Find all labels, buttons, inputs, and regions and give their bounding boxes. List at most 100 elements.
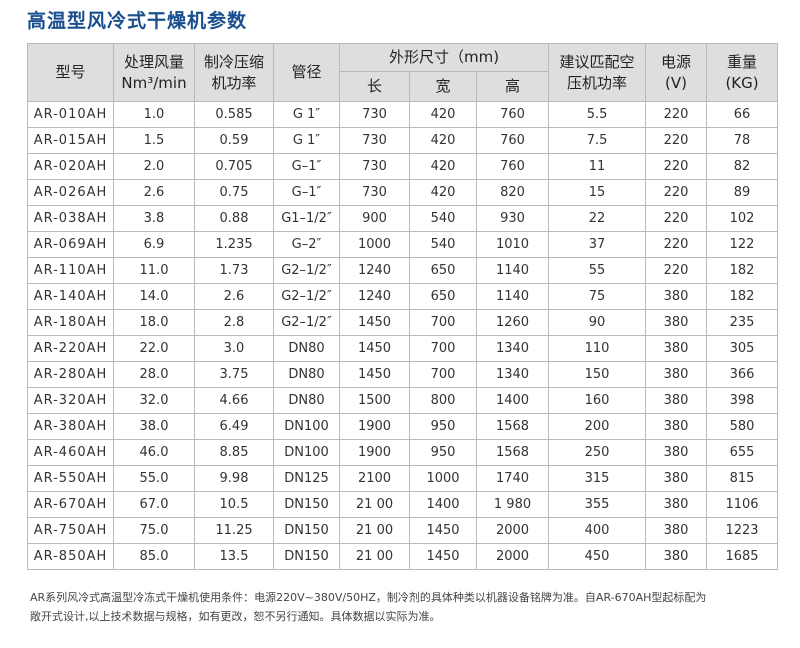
table-cell: 1106 bbox=[706, 491, 779, 518]
table-cell: 55.0 bbox=[113, 465, 195, 492]
table-cell: 235 bbox=[706, 309, 779, 336]
table-cell: 32.0 bbox=[113, 387, 195, 414]
table-row: AR-180AH 18.0 2.8 G2–1/2″ 1450 700 1260 90 380 23… bbox=[27, 309, 779, 336]
header-model: 型号 bbox=[27, 43, 114, 102]
table-cell: 760 bbox=[475, 101, 550, 128]
table-cell: 1450 bbox=[339, 361, 410, 388]
table-cell: 2100 bbox=[339, 465, 410, 492]
table-cell: 6.9 bbox=[113, 231, 195, 258]
table-cell: DN80 bbox=[273, 335, 340, 362]
table-cell: 22.0 bbox=[113, 335, 195, 362]
table-cell: DN150 bbox=[273, 543, 340, 570]
table-cell: 2.6 bbox=[194, 283, 274, 310]
table-cell: 380 bbox=[645, 465, 708, 492]
table-cell: 1900 bbox=[339, 439, 410, 466]
table-row: AR-020AH 2.0 0.705 G–1″ 730 420 760 11 220 82 bbox=[27, 153, 779, 180]
table-cell: 0.59 bbox=[194, 127, 274, 154]
table-cell: 220 bbox=[645, 179, 708, 206]
table-cell: 5.5 bbox=[548, 101, 647, 128]
note-line: 敞开式设计,以上技术数据与规格，如有更改，恕不另行通知。具体数据以实际为准。 bbox=[30, 610, 441, 623]
table-cell: 9.98 bbox=[194, 465, 274, 492]
table-cell: 1260 bbox=[475, 309, 550, 336]
table-cell: 1450 bbox=[339, 335, 410, 362]
table-cell: 1.73 bbox=[194, 257, 274, 284]
table-cell: 1400 bbox=[409, 491, 477, 518]
table-cell: 400 bbox=[548, 517, 647, 544]
table-row: AR-460AH 46.0 8.85 DN100 1900 950 1568 250 380 65… bbox=[27, 439, 779, 466]
table-cell: 75 bbox=[548, 283, 647, 310]
table-cell: 1900 bbox=[339, 413, 410, 440]
table-cell: 66 bbox=[706, 101, 779, 128]
table-cell: 82 bbox=[706, 153, 779, 180]
usage-note: AR系列风冷式高温型冷冻式干燥机使用条件：电源220V~380V/50HZ，制冷… bbox=[30, 588, 780, 626]
table-cell: 366 bbox=[706, 361, 779, 388]
table-row: AR-026AH 2.6 0.75 G–1″ 730 420 820 15 220 89 bbox=[27, 179, 779, 206]
table-cell: 930 bbox=[475, 205, 550, 232]
table-cell: 380 bbox=[645, 361, 708, 388]
table-cell: 220 bbox=[645, 153, 708, 180]
table-cell: 420 bbox=[409, 101, 477, 128]
table-cell: 75.0 bbox=[113, 517, 195, 544]
table-cell: 160 bbox=[548, 387, 647, 414]
table-row: AR-015AH 1.5 0.59 G 1″ 730 420 760 7.5 220 78 bbox=[27, 127, 779, 154]
model-cell: AR-110AH bbox=[27, 257, 114, 284]
table-cell: 580 bbox=[706, 413, 779, 440]
table-cell: 730 bbox=[339, 127, 410, 154]
model-cell: AR-550AH bbox=[27, 465, 114, 492]
table-cell: 6.49 bbox=[194, 413, 274, 440]
model-cell: AR-320AH bbox=[27, 387, 114, 414]
table-cell: G 1″ bbox=[273, 127, 340, 154]
table-cell: 21 00 bbox=[339, 543, 410, 570]
table-cell: 700 bbox=[409, 335, 477, 362]
table-cell: 800 bbox=[409, 387, 477, 414]
table-cell: 38.0 bbox=[113, 413, 195, 440]
table-cell: 1240 bbox=[339, 283, 410, 310]
table-row: AR-320AH 32.0 4.66 DN80 1500 800 1400 160 380 398 bbox=[27, 387, 779, 414]
table-cell: 220 bbox=[645, 101, 708, 128]
table-cell: 1500 bbox=[339, 387, 410, 414]
table-cell: G–1″ bbox=[273, 153, 340, 180]
header-width: 宽 bbox=[409, 71, 477, 102]
table-cell: DN80 bbox=[273, 361, 340, 388]
table-cell: DN125 bbox=[273, 465, 340, 492]
table-cell: DN150 bbox=[273, 517, 340, 544]
table-cell: 11.25 bbox=[194, 517, 274, 544]
table-cell: 540 bbox=[409, 205, 477, 232]
table-cell: G 1″ bbox=[273, 101, 340, 128]
model-cell: AR-015AH bbox=[27, 127, 114, 154]
table-cell: 2.6 bbox=[113, 179, 195, 206]
table-cell: 1 980 bbox=[475, 491, 550, 518]
table-cell: 0.585 bbox=[194, 101, 274, 128]
table-cell: 10.5 bbox=[194, 491, 274, 518]
table-cell: 67.0 bbox=[113, 491, 195, 518]
table-cell: G2–1/2″ bbox=[273, 309, 340, 336]
table-cell: 182 bbox=[706, 283, 779, 310]
model-cell: AR-140AH bbox=[27, 283, 114, 310]
table-row: AR-850AH 85.0 13.5 DN150 21 00 1450 2000 450 380… bbox=[27, 543, 779, 570]
table-cell: 398 bbox=[706, 387, 779, 414]
table-cell: 220 bbox=[645, 127, 708, 154]
table-cell: 0.75 bbox=[194, 179, 274, 206]
table-body: AR-010AH 1.0 0.585 G 1″ 730 420 760 5.5 220 66 AR-… bbox=[27, 101, 779, 570]
table-cell: 1140 bbox=[475, 257, 550, 284]
table-cell: 2000 bbox=[475, 517, 550, 544]
table-cell: 1240 bbox=[339, 257, 410, 284]
table-cell: 11.0 bbox=[113, 257, 195, 284]
table-cell: 1223 bbox=[706, 517, 779, 544]
table-row: AR-220AH 22.0 3.0 DN80 1450 700 1340 110 380 305 bbox=[27, 335, 779, 362]
table-cell: 7.5 bbox=[548, 127, 647, 154]
table-cell: G1–1/2″ bbox=[273, 205, 340, 232]
table-cell: 0.705 bbox=[194, 153, 274, 180]
table-cell: 8.85 bbox=[194, 439, 274, 466]
table-cell: 655 bbox=[706, 439, 779, 466]
table-cell: 1340 bbox=[475, 335, 550, 362]
table-cell: 2000 bbox=[475, 543, 550, 570]
note-line: AR系列风冷式高温型冷冻式干燥机使用条件：电源220V~380V/50HZ，制冷… bbox=[30, 591, 707, 604]
model-cell: AR-850AH bbox=[27, 543, 114, 570]
table-cell: DN150 bbox=[273, 491, 340, 518]
table-cell: 250 bbox=[548, 439, 647, 466]
header-flow: 处理风量 Nm³/min bbox=[113, 43, 195, 102]
table-header: 型号 处理风量 Nm³/min 制冷压缩 机功率 管径 外形尺寸（mm) 建议匹配空… bbox=[27, 43, 779, 102]
table-cell: DN100 bbox=[273, 439, 340, 466]
table-cell: 650 bbox=[409, 283, 477, 310]
